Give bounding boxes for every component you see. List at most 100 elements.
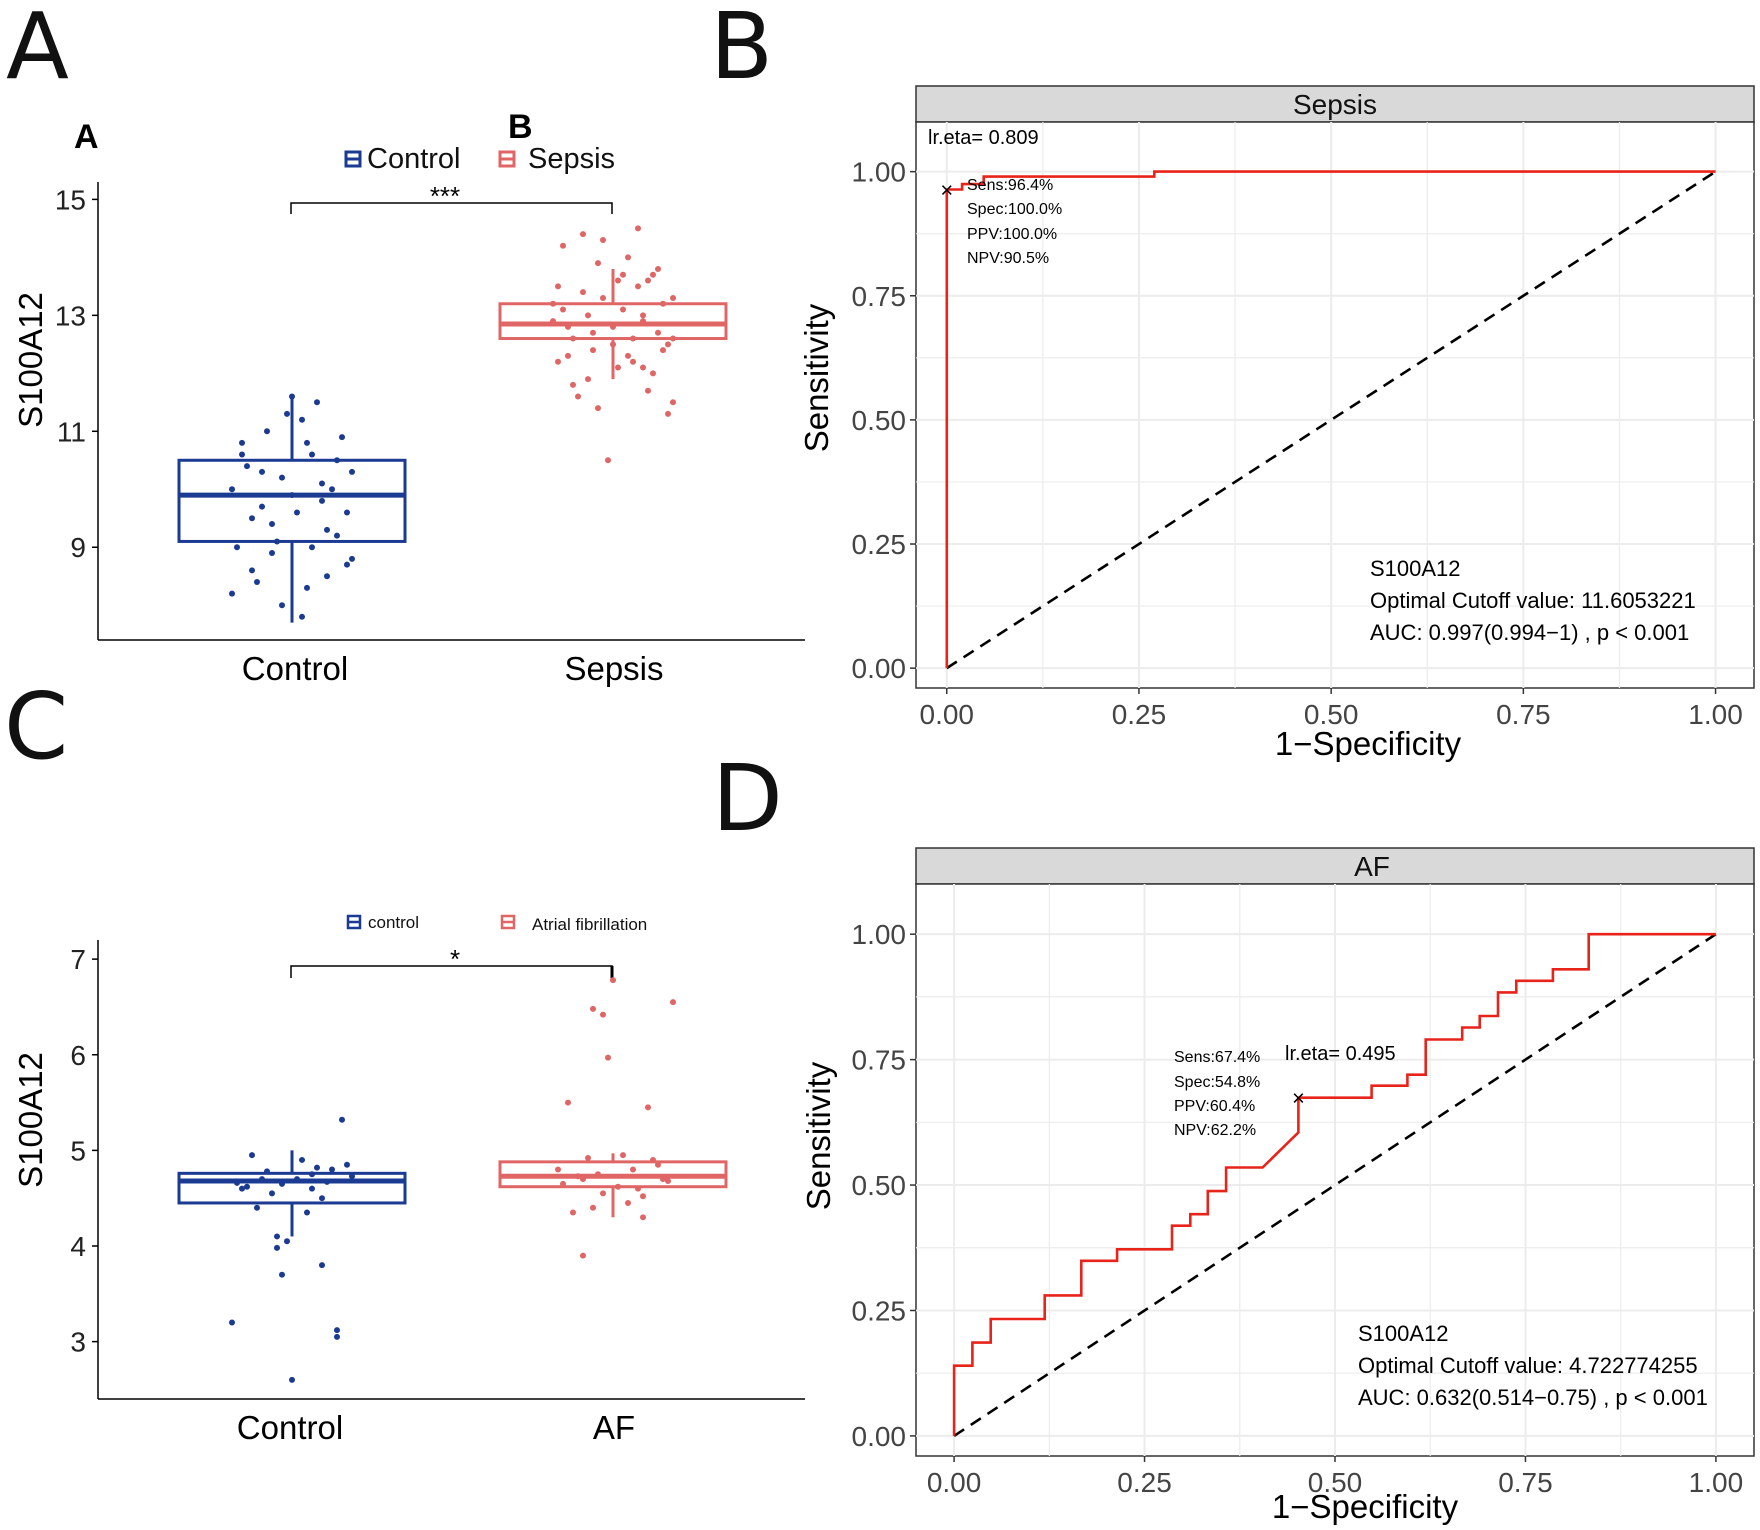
data-point [329,1166,335,1173]
facet-strip [915,85,1755,123]
data-point [635,283,641,290]
y-axis-title: Sensitivity [800,1061,837,1210]
diagonal-reference-line [953,933,1717,1438]
data-point [615,364,621,371]
axis-ticks: 0.00 0.25 0.50 0.75 1.00 0.00 0.25 0.50 0.75 1.00 [852,157,1743,730]
data-point [339,434,345,441]
panel-letter-b: B [710,0,773,100]
y-axis-title: Sensitivity [798,303,835,452]
data-point [565,1099,571,1106]
data-point [645,277,651,284]
data-point [319,480,325,487]
data-point [650,1156,656,1163]
y-tick-label: 0.00 [852,1421,907,1452]
roc-panel-b: Sepsis 0.00 0.25 0.50 0.75 1.000.000.250.500… [798,85,1755,762]
data-point [590,1005,596,1012]
data-point [585,312,591,319]
annotation-marker-name: S100A12 [1370,556,1461,581]
data-point [655,1161,661,1168]
data-point [555,1166,561,1173]
lr-eta-label: lr.eta= 0.809 [928,127,1039,149]
data-point [304,1209,310,1216]
x-axis-title: 1−Specificity [1272,1488,1459,1525]
data-point [344,561,350,568]
metric-spec: Spec:100.0% [967,201,1062,218]
data-point [665,341,671,348]
data-point [239,1185,245,1192]
data-point [595,405,601,412]
x-tick-label: 0.25 [1112,699,1167,730]
data-point [640,318,646,325]
data-point [249,567,255,574]
y-tick-label: 4 [70,1231,86,1262]
data-point [284,410,290,417]
x-ticks: Control Sepsis [242,650,664,687]
data-point [670,335,676,342]
data-point [289,1376,295,1383]
y-ticks: 3 4 5 6 7 [70,944,98,1358]
metric-npv: NPV:90.5% [967,250,1049,267]
data-point [670,294,676,301]
data-point [630,335,636,342]
data-point [670,399,676,406]
x-tick-label: 0.00 [927,1467,982,1498]
x-tick-label: Sepsis [564,650,663,687]
y-tick-label: 0.00 [852,653,907,684]
data-point [324,526,330,533]
data-point [349,555,355,562]
data-point [575,393,581,400]
data-point [570,1209,576,1216]
data-point [585,376,591,383]
data-point [319,1195,325,1202]
data-point [640,312,646,319]
data-point [620,1152,626,1159]
data-point [640,1214,646,1221]
data-point [279,1271,285,1278]
y-tick-label: 5 [70,1135,86,1166]
data-point [565,352,571,359]
significance-label: * [450,944,460,974]
data-point [269,1190,275,1197]
data-point [339,1116,345,1123]
significance-label: *** [430,181,460,211]
data-point [334,457,340,464]
data-point [309,544,315,551]
data-point [279,1180,285,1187]
data-point [229,1319,235,1326]
data-point [550,318,556,325]
y-tick-label: 7 [70,944,86,975]
data-point [274,1244,280,1251]
annotation-auc: AUC: 0.997(0.994−1) , p < 0.001 [1370,620,1689,645]
data-point [314,1164,320,1171]
data-point [555,283,561,290]
data-point [299,416,305,423]
data-point [625,352,631,359]
data-point [660,347,666,354]
x-tick-label: 0.00 [920,699,975,730]
data-point [560,306,566,313]
data-point [580,1252,586,1259]
data-point [274,538,280,545]
y-tick-label: 0.75 [852,281,907,312]
data-point [555,358,561,365]
cutoff-marker: × [1292,1086,1305,1111]
sublabel-a: A [74,118,99,156]
data-point [660,300,666,307]
roc-curve [945,170,1716,669]
data-point [344,509,350,516]
data-point [600,294,606,301]
x-tick-label: 0.75 [1496,699,1551,730]
data-point [264,428,270,435]
x-tick-label: 0.75 [1498,1467,1553,1498]
annotation-marker-name: S100A12 [1358,1321,1449,1346]
data-point [630,1166,636,1173]
data-point [590,329,596,336]
diagonal-reference-line [946,170,1717,670]
data-point [595,260,601,267]
annotation-cutoff: Optimal Cutoff value: 11.6053221 [1370,588,1696,613]
grid [916,884,1754,1456]
data-point [610,341,616,348]
data-point [259,503,265,510]
data-point [580,1176,586,1183]
